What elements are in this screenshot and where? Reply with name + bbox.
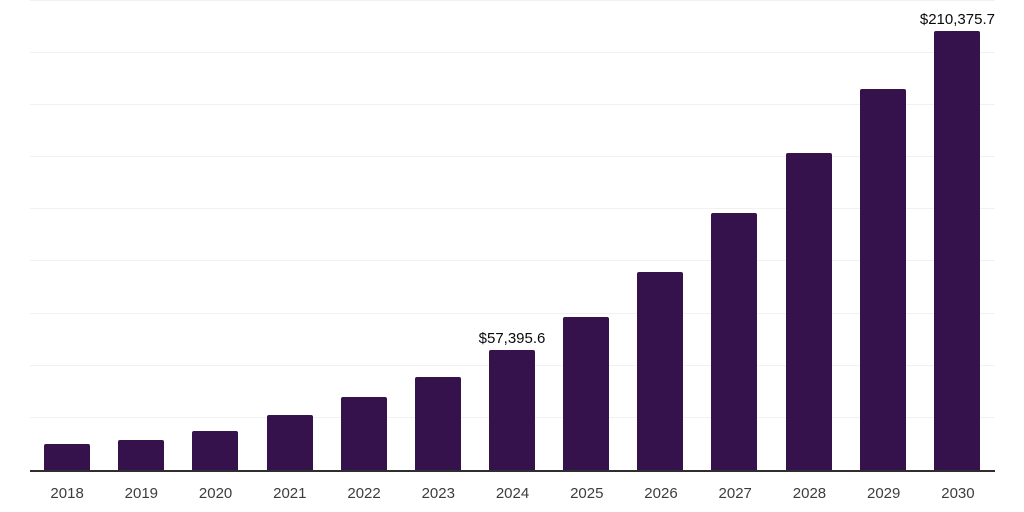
bar-column-2030: $210,375.7 [920, 0, 995, 470]
x-tick-2030: 2030 [941, 485, 975, 502]
gridline-175000 [30, 103, 995, 105]
bar-column-2023 [401, 0, 475, 470]
gridline-125000 [30, 208, 995, 210]
bar-2029 [859, 89, 906, 470]
bar-column-2026 [623, 0, 697, 470]
bar-column-2027 [697, 0, 771, 470]
bar-column-2018 [30, 0, 104, 470]
gridline-200000 [30, 51, 995, 53]
bar-2022 [340, 396, 387, 470]
x-tick-2027: 2027 [718, 485, 752, 502]
x-tick-2019: 2019 [124, 485, 159, 502]
gridline-100000 [30, 260, 995, 262]
bar-column-2021 [252, 0, 326, 470]
x-tick-2028: 2028 [792, 485, 827, 502]
data-label-2024: $57,395.6 [478, 330, 546, 348]
plot-area: $57,395.6 $210,375.7 [30, 0, 995, 472]
bar-column-2024: $57,395.6 [475, 0, 549, 470]
x-tick-2029: 2029 [867, 485, 901, 502]
x-tick-2018: 2018 [50, 485, 84, 502]
bar-2024 [489, 350, 536, 470]
bar-2028 [785, 153, 832, 470]
x-tick-2021: 2021 [273, 485, 307, 502]
bar-column-2022 [327, 0, 401, 470]
bar-column-2025 [549, 0, 623, 470]
bar-2025 [563, 317, 610, 470]
bar-2018 [44, 443, 91, 470]
bar-column-2028 [772, 0, 846, 470]
gridline-75000 [30, 312, 995, 314]
x-axis: 2018 2019 2020 2021 2022 2023 2024 2025 2026 2027… [30, 472, 995, 501]
x-tick-2024: 2024 [495, 485, 530, 502]
bar-2030 [934, 31, 981, 470]
data-label-2030: $210,375.7 [919, 11, 995, 29]
bar-column-2019 [104, 0, 178, 470]
x-tick-2025: 2025 [570, 485, 604, 502]
bar-2023 [414, 376, 461, 470]
bar-columns: $57,395.6 $210,375.7 [30, 0, 995, 470]
x-tick-2023: 2023 [421, 485, 455, 502]
bar-2019 [118, 439, 165, 470]
gridline-150000 [30, 156, 995, 158]
bar-2027 [711, 213, 758, 470]
x-tick-2022: 2022 [347, 485, 381, 502]
bar-2021 [266, 414, 313, 470]
x-tick-2026: 2026 [644, 485, 678, 502]
bar-column-2020 [178, 0, 252, 470]
bar-2026 [637, 272, 684, 470]
gridline-225000 [30, 0, 995, 1]
bar-2020 [192, 430, 239, 470]
x-tick-2020: 2020 [198, 485, 233, 502]
bar-column-2029 [846, 0, 920, 470]
